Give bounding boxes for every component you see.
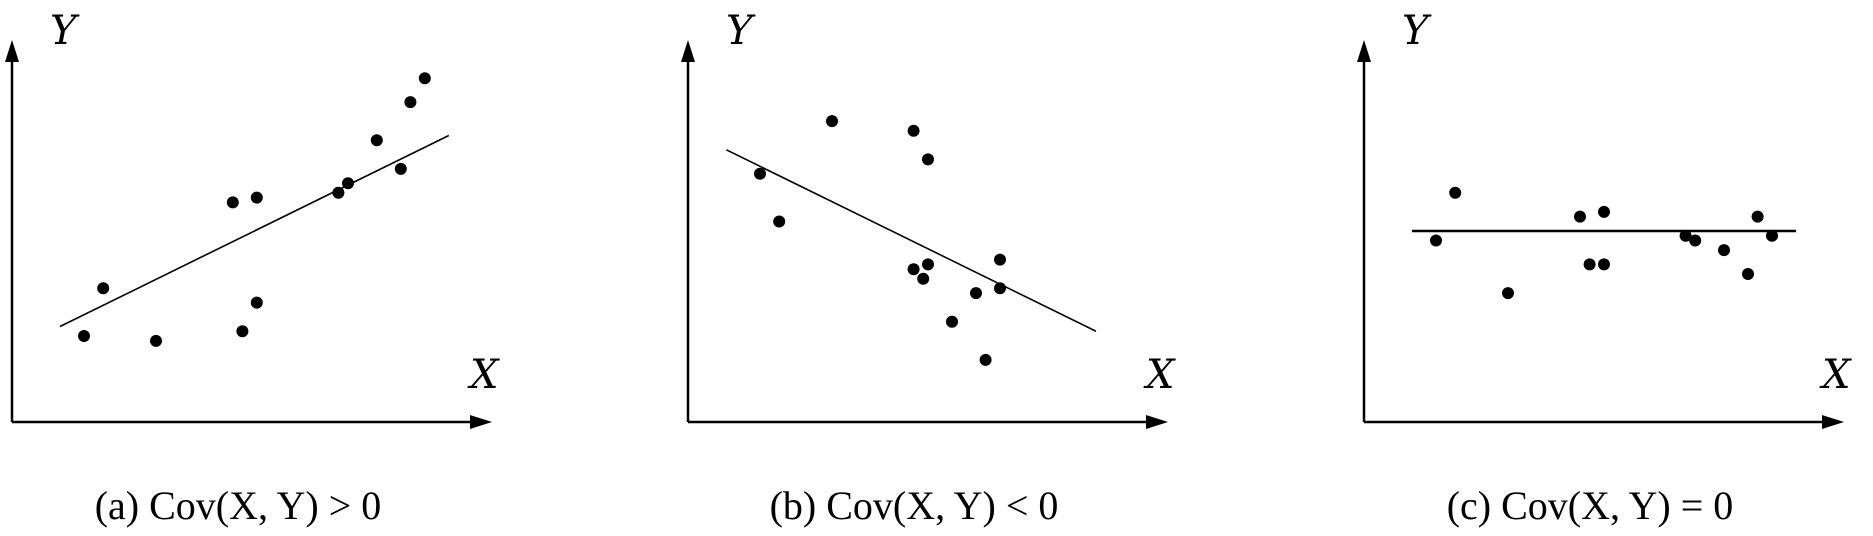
scatter-plot-c xyxy=(1357,40,1844,429)
panel-b: Y X (b) Cov(X, Y) < 0 xyxy=(681,8,1176,528)
data-point xyxy=(1718,244,1730,257)
data-point xyxy=(418,72,431,85)
x-axis-title: X xyxy=(467,352,500,398)
data-point xyxy=(1689,234,1702,247)
data-point xyxy=(922,153,934,166)
scatter-plot-b xyxy=(681,40,1168,429)
y-axis-arrow xyxy=(1357,40,1371,62)
data-point xyxy=(370,134,383,147)
y-axis-title: Y xyxy=(1402,8,1432,54)
y-axis-arrow xyxy=(681,40,695,62)
panel-caption: (c) Cov(X, Y) = 0 xyxy=(1447,483,1734,528)
data-point xyxy=(979,353,992,366)
data-point xyxy=(922,258,934,271)
x-axis-arrow xyxy=(470,415,492,429)
x-axis-arrow xyxy=(1146,415,1168,429)
data-point xyxy=(332,186,345,199)
data-point xyxy=(226,196,239,209)
panel-a: Y X (a) Cov(X, Y) > 0 xyxy=(5,8,500,528)
data-point xyxy=(236,325,249,338)
data-point xyxy=(250,191,263,204)
data-point xyxy=(342,177,354,190)
data-point xyxy=(1679,229,1692,242)
panel-caption: (a) Cov(X, Y) > 0 xyxy=(95,483,382,528)
data-point xyxy=(994,253,1006,266)
data-point xyxy=(1742,267,1754,280)
data-point xyxy=(1583,258,1596,271)
data-point xyxy=(1574,210,1586,223)
data-point xyxy=(907,263,920,276)
panel-c: Y X (c) Cov(X, Y) = 0 xyxy=(1357,8,1852,528)
panel-caption: (b) Cov(X, Y) < 0 xyxy=(770,483,1059,528)
scatter-plot-a xyxy=(5,40,492,429)
data-point xyxy=(754,167,766,180)
data-point xyxy=(250,296,263,309)
x-axis-arrow xyxy=(1822,415,1844,429)
data-point xyxy=(97,282,110,295)
data-point xyxy=(1449,186,1462,199)
data-point xyxy=(970,287,982,300)
data-point xyxy=(917,272,930,285)
y-axis-arrow xyxy=(5,40,19,62)
x-axis-title: X xyxy=(1143,352,1176,398)
data-point xyxy=(994,282,1006,295)
data-point xyxy=(404,96,417,109)
data-point xyxy=(946,315,958,328)
data-point xyxy=(78,330,90,343)
data-point xyxy=(1598,205,1610,218)
data-point xyxy=(394,162,407,175)
y-axis-title: Y xyxy=(50,8,80,54)
data-point xyxy=(826,115,838,128)
data-point xyxy=(773,215,786,228)
trend-line xyxy=(726,149,1097,332)
data-point xyxy=(1430,234,1442,247)
data-point xyxy=(1502,287,1514,300)
data-point xyxy=(1766,229,1778,242)
data-point xyxy=(1751,210,1764,223)
y-axis-title: Y xyxy=(726,8,756,54)
data-point xyxy=(150,334,162,347)
data-point xyxy=(1598,258,1610,271)
data-point xyxy=(907,124,920,137)
x-axis-title: X xyxy=(1819,352,1852,398)
trend-line xyxy=(59,134,450,328)
